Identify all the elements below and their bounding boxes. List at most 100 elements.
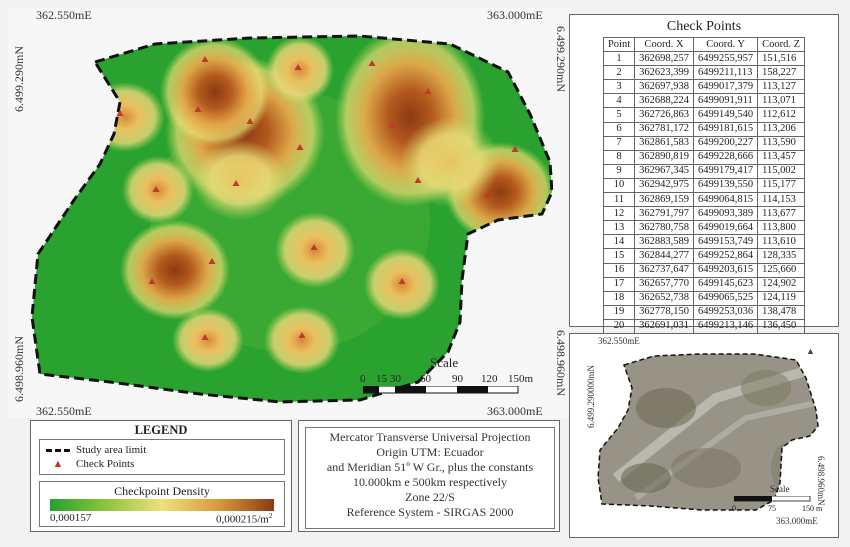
- scale-tick: 60: [420, 373, 431, 385]
- table-cell: 114,153: [757, 192, 806, 208]
- check-points-title: Check Points: [666, 19, 742, 34]
- check-points-table: Point Coord. X Coord. Y Coord. Z 1 362698…: [602, 36, 806, 334]
- table-cell: 362890,819: [634, 149, 694, 165]
- table-cell: 128,335: [757, 248, 806, 264]
- table-cell: 362942,975: [634, 177, 694, 194]
- projection-inner-box: Mercator Transverse Universal Projection…: [305, 427, 555, 529]
- check-point-marker: [201, 56, 209, 62]
- table-cell: 15: [602, 248, 636, 264]
- projection-line: Reference System - SIRGAS 2000: [346, 505, 514, 519]
- table-cell: 6499200,227: [692, 135, 759, 151]
- scale-tick: 150m: [508, 373, 534, 385]
- check-points-panel: Check Points Point Coord. X Coord. Y Coo…: [569, 14, 839, 334]
- col-header: Point: [602, 36, 636, 53]
- table-cell: 113,677: [757, 206, 806, 222]
- table-cell: 6499179,417: [692, 163, 759, 179]
- legend-item-check-points: ▲ Check Points: [46, 458, 135, 470]
- north-arrow-icon: ▲: [806, 346, 815, 356]
- table-row: 6 362781,172 6499181,615 113,206: [602, 121, 806, 137]
- check-point-marker: [152, 186, 160, 192]
- table-cell: 6499255,957: [692, 51, 759, 67]
- table-row: 11 362869,159 6499064,815 114,153: [602, 192, 806, 208]
- table-cell: 6499213,146: [692, 318, 759, 334]
- check-point-marker: [310, 244, 318, 250]
- table-cell: 362691,031: [634, 318, 694, 334]
- legend-item-study-area: Study area limit: [46, 444, 146, 456]
- scale-tick: 120: [481, 373, 498, 385]
- coord-left-top: 6.499.290mN: [12, 46, 26, 112]
- inset-scale-tick: 0: [732, 504, 736, 513]
- table-cell: 113,610: [757, 234, 806, 250]
- table-cell: 6499093,389: [692, 206, 759, 222]
- table-cell: 6499253,036: [692, 304, 759, 320]
- check-point-marker: [294, 64, 302, 70]
- table-cell: 6499139,550: [692, 177, 759, 194]
- projection-line: 10.000km e 500km respectively: [353, 475, 507, 489]
- legend-item-label: Check Points: [76, 458, 135, 470]
- density-max-value: 0,000215/m: [216, 513, 269, 526]
- table-cell: 19: [602, 304, 636, 320]
- table-cell: 113,071: [757, 93, 806, 109]
- table-row: 16 362737,647 6499203,615 125,660: [602, 262, 806, 278]
- coord-bottom-right: 363.000mE: [487, 404, 543, 418]
- inset-frame: 362.550mE 363.000mE 6.499.290000mN 6.498…: [569, 333, 839, 538]
- table-cell: 18: [602, 290, 636, 306]
- check-point-marker: [368, 60, 376, 66]
- table-cell: 362967,345: [634, 163, 694, 179]
- table-row: 12 362791,797 6499093,389 113,677: [602, 206, 806, 222]
- scale-tick: 15: [376, 373, 387, 385]
- check-point-marker: [201, 334, 209, 340]
- table-header-row: Point Coord. X Coord. Y Coord. Z: [602, 36, 806, 53]
- table-cell: 362657,770: [634, 276, 694, 292]
- legend-items-box: Study area limit ▲ Check Points: [39, 439, 285, 475]
- check-point-marker: [194, 106, 202, 112]
- table-row: 9 362967,345 6499179,417 115,002: [602, 163, 806, 179]
- table-cell: 362652,738: [634, 290, 694, 306]
- check-point-marker: [148, 278, 156, 284]
- legend-panel: LEGEND Study area limit ▲ Check Points C…: [30, 420, 292, 532]
- table-cell: 362781,172: [634, 121, 694, 137]
- coord-top-right: 363.000mE: [487, 8, 543, 22]
- scale-tick: 0: [360, 373, 366, 385]
- table-row: 14 362883,589 6499153,749 113,610: [602, 234, 806, 250]
- table-cell: 115,002: [757, 163, 806, 179]
- check-point-marker: [232, 180, 240, 186]
- table-cell: 14: [602, 234, 636, 250]
- table-cell: 2: [602, 65, 636, 81]
- col-header: Coord. Y: [692, 36, 759, 53]
- table-cell: 6499019,664: [692, 220, 759, 236]
- scale-tick: 90: [452, 373, 463, 385]
- scale-bar: [363, 386, 519, 394]
- check-point-marker: [398, 278, 406, 284]
- table-cell: 362861,583: [634, 135, 694, 151]
- table-cell: 6499203,615: [692, 262, 759, 278]
- legend-item-label: Study area limit: [76, 444, 147, 456]
- table-cell: 362791,797: [634, 206, 694, 222]
- table-cell: 6499145,623: [692, 276, 759, 292]
- table-cell: 12: [602, 206, 636, 222]
- inset-coord-left: 6.499.290000mN: [586, 365, 596, 428]
- density-gradient-bar: [50, 499, 274, 511]
- table-row: 18 362652,738 6499065,525 124,119: [602, 290, 806, 306]
- table-cell: 7: [602, 135, 636, 151]
- table-cell: 6499064,815: [692, 192, 759, 208]
- inset-scale-tick: 75: [768, 504, 776, 513]
- check-point-marker: [511, 146, 519, 152]
- inset-scale-title: Scale: [770, 484, 790, 494]
- table-row: 8 362890,819 6499228,666 113,457: [602, 149, 806, 165]
- table-cell: 362780,758: [634, 220, 694, 236]
- table-cell: 151,516: [757, 51, 806, 67]
- inset-scale-tick: 150 m: [802, 504, 823, 513]
- table-row: 20 362691,031 6499213,146 136,450: [602, 318, 806, 334]
- table-cell: 113,800: [757, 220, 806, 236]
- check-point-marker: [296, 144, 304, 150]
- study-area-limit: [30, 34, 553, 404]
- check-point-marker: [424, 88, 432, 94]
- table-cell: 6499149,540: [692, 107, 759, 123]
- density-map: [30, 34, 553, 404]
- table-cell: 6499017,379: [692, 79, 759, 95]
- table-cell: 124,902: [757, 276, 806, 292]
- col-header: Coord. Z: [757, 36, 806, 53]
- table-row: 5 362726,863 6499149,540 112,612: [602, 107, 806, 123]
- table-cell: 6499252,864: [692, 248, 759, 264]
